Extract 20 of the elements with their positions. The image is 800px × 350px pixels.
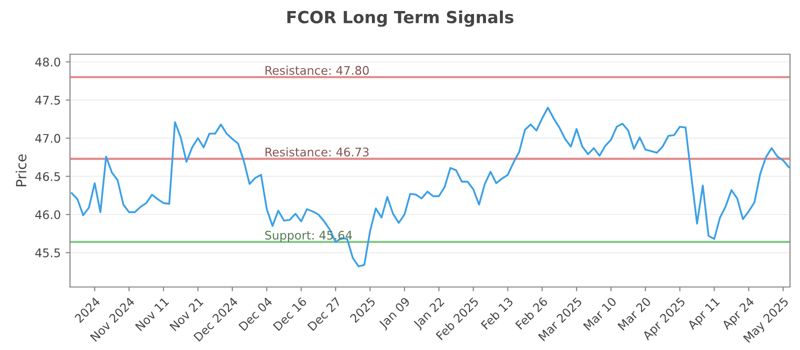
y-tick-label: 48.0: [35, 58, 60, 67]
x-tick-label: Jan 09: [378, 296, 412, 331]
y-tick-label: 47.5: [35, 96, 60, 105]
x-tick-label: Feb 13: [480, 296, 514, 330]
x-tick-label: Dec 16: [272, 296, 308, 332]
x-tick-label: Dec 04: [238, 296, 273, 332]
x-tick-label: Mar 10: [582, 296, 617, 331]
ref-line-label: Resistance: 46.73: [266, 147, 369, 157]
x-tick-label: Mar 20: [617, 296, 652, 331]
ref-line-label: Resistance: 47.80: [266, 66, 369, 75]
y-axis-title: Price: [16, 154, 26, 186]
line-series: [70, 106, 790, 268]
y-tick-label: 45.5: [35, 248, 60, 258]
chart-title: FCOR Long Term Signals: [287, 10, 514, 27]
y-tick-label: 46.0: [35, 210, 60, 220]
x-tick-label: Nov 11: [135, 297, 170, 332]
y-tick-label: 47.0: [35, 134, 60, 143]
x-tick-label: Dec 27: [307, 296, 342, 332]
y-tick-label: 46.5: [35, 172, 60, 181]
x-tick-label: Apr 11: [686, 297, 722, 332]
